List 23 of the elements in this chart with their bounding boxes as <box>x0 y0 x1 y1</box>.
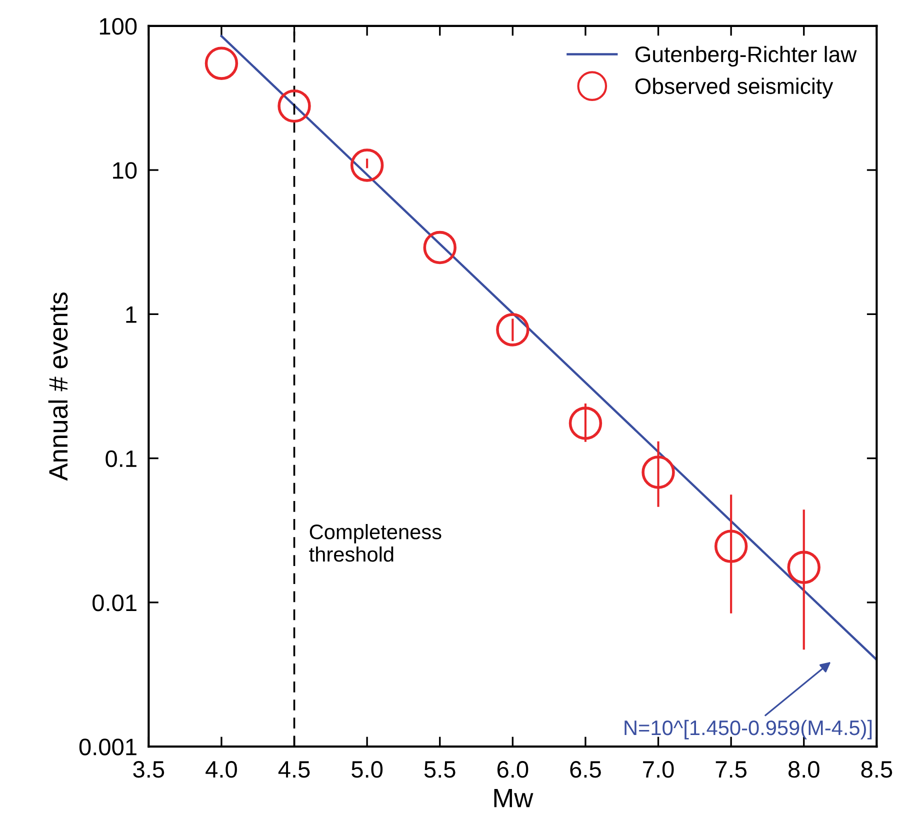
x-tick-label: 6.5 <box>570 761 601 778</box>
x-tick-label: 4.0 <box>206 761 237 778</box>
y-tick-label: 0.001 <box>79 738 136 756</box>
x-tick-label: 5.5 <box>424 761 456 778</box>
legend-label: Gutenberg-Richter law <box>635 46 857 67</box>
x-tick-label: 7.0 <box>643 761 674 778</box>
y-axis-title: Annual # events <box>48 292 68 481</box>
y-tick-label: 1 <box>126 306 136 323</box>
y-tick-label: 100 <box>100 18 137 35</box>
legend-label: Observed seismicity <box>635 78 834 98</box>
x-tick-label: 8.5 <box>861 761 892 778</box>
annotation: N=10^[1.450-0.959(M-4.5)] <box>624 720 872 740</box>
x-tick-label: 6.0 <box>497 761 528 778</box>
x-tick-label: 5.0 <box>352 761 383 778</box>
x-axis-title: Mw <box>494 788 534 808</box>
x-tick-label: 3.5 <box>133 761 164 778</box>
x-tick-label: 8.0 <box>788 761 820 778</box>
y-tick-label: 0.1 <box>106 450 136 468</box>
y-tick-label: 0.01 <box>92 594 136 612</box>
ref-line-label: Completeness threshold <box>309 524 442 562</box>
y-tick-label: 10 <box>113 162 137 179</box>
x-tick-label: 7.5 <box>716 761 746 778</box>
x-tick-label: 4.5 <box>278 761 310 778</box>
